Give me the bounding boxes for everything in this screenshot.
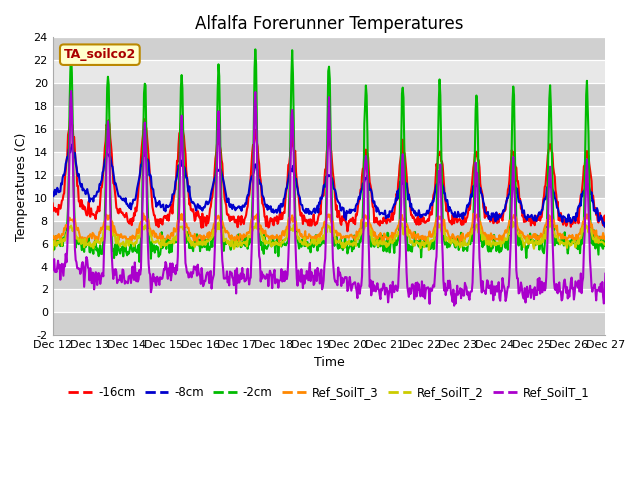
Bar — [52, 198, 605, 221]
Y-axis label: Temperatures (C): Temperatures (C) — [15, 132, 28, 240]
Bar — [52, 60, 605, 83]
Bar — [52, 312, 605, 336]
Bar — [52, 289, 605, 312]
Bar — [52, 175, 605, 198]
Bar — [52, 266, 605, 289]
Bar — [52, 244, 605, 266]
Bar — [52, 83, 605, 106]
Bar — [52, 221, 605, 244]
Bar — [52, 129, 605, 152]
Bar — [52, 37, 605, 60]
Bar — [52, 152, 605, 175]
Title: Alfalfa Forerunner Temperatures: Alfalfa Forerunner Temperatures — [195, 15, 463, 33]
Legend: -16cm, -8cm, -2cm, Ref_SoilT_3, Ref_SoilT_2, Ref_SoilT_1: -16cm, -8cm, -2cm, Ref_SoilT_3, Ref_Soil… — [64, 382, 595, 404]
X-axis label: Time: Time — [314, 356, 344, 369]
Text: TA_soilco2: TA_soilco2 — [64, 48, 136, 61]
Bar — [52, 106, 605, 129]
